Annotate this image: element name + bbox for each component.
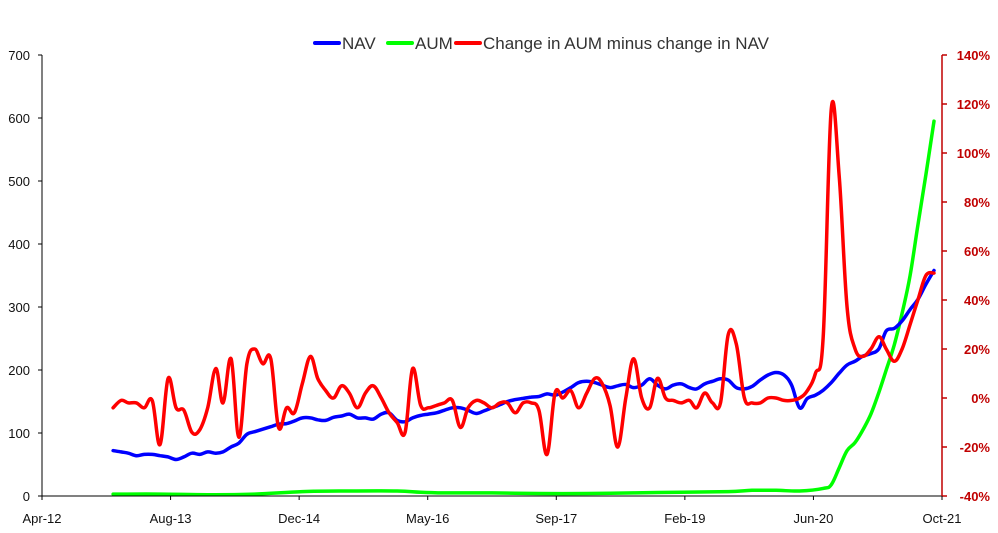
x-axis-tick-label: Jun-20 — [794, 511, 834, 526]
legend-label-change-in-aum-minus-change-in-nav: Change in AUM minus change in NAV — [483, 34, 770, 53]
right-axis-tick-label: 20% — [964, 342, 990, 357]
x-axis-tick-label: Dec-14 — [278, 511, 320, 526]
series-layer — [111, 99, 936, 497]
left-axis-tick-label: 200 — [8, 363, 30, 378]
left-axis-tick-label: 400 — [8, 237, 30, 252]
legend-label-nav: NAV — [342, 34, 376, 53]
axes-layer: 0 100 200 300 400 500 600 700 -40% -20% 0% 20% 40% 60… — [8, 48, 990, 526]
left-axis-tick-label: 300 — [8, 300, 30, 315]
x-axis-tick-label: Aug-13 — [150, 511, 192, 526]
x-axis-tick-label: May-16 — [406, 511, 449, 526]
series-line-nav — [111, 268, 936, 462]
x-axis-tick-label: Feb-19 — [664, 511, 705, 526]
x-axis-tick-label: Oct-21 — [922, 511, 961, 526]
series-line-change-in-aum-minus-change-in-nav — [111, 99, 936, 457]
chart-legend: NAV AUM Change in AUM minus change in NAV — [313, 34, 770, 53]
series-line-aum — [111, 119, 936, 497]
right-axis-tick-label: -20% — [960, 440, 991, 455]
left-axis-tick-label: 0 — [23, 489, 30, 504]
right-axis-tick-label: 120% — [957, 97, 991, 112]
left-axis-tick-label: 500 — [8, 174, 30, 189]
legend-label-aum: AUM — [415, 34, 453, 53]
left-axis-tick-label: 600 — [8, 111, 30, 126]
x-axis-tick-label: Sep-17 — [535, 511, 577, 526]
right-axis-tick-label: 100% — [957, 146, 991, 161]
x-axis-tick-label: Apr-12 — [22, 511, 61, 526]
right-axis-tick-label: 80% — [964, 195, 990, 210]
right-axis-tick-label: 40% — [964, 293, 990, 308]
left-axis-tick-label: 700 — [8, 48, 30, 63]
right-axis-tick-label: 0% — [971, 391, 990, 406]
right-axis-tick-label: 60% — [964, 244, 990, 259]
right-axis-tick-label: 140% — [957, 48, 991, 63]
left-axis-tick-label: 100 — [8, 426, 30, 441]
right-axis-tick-label: -40% — [960, 489, 991, 504]
